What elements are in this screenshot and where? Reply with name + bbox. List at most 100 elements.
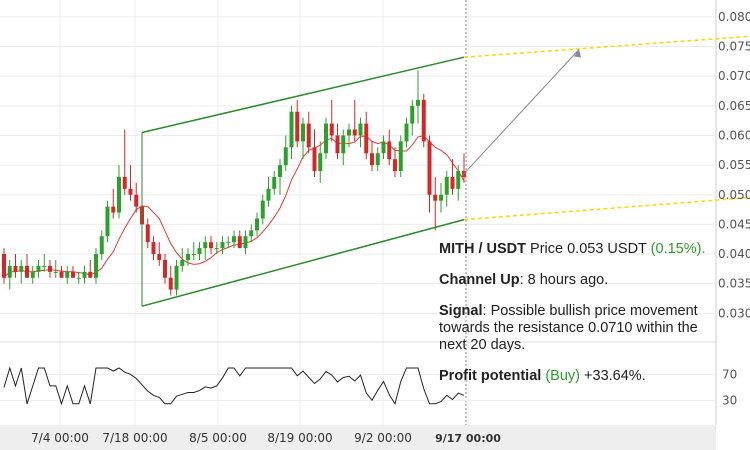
profit-label: Profit potential: [439, 368, 542, 384]
projected-lower-line: [463, 196, 750, 221]
candle-body: [7, 265, 12, 278]
candle-body: [105, 206, 110, 237]
signal-info-panel: MITH / USDT Price 0.053 USDT (0.15%). Ch…: [439, 241, 724, 399]
candle-body: [117, 176, 121, 213]
candle-body: [134, 194, 139, 207]
candle-body: [191, 254, 196, 256]
candle-body: [444, 176, 449, 195]
candle-body: [2, 254, 6, 278]
time-tick-label: 8/5 00:00: [189, 431, 247, 445]
candle-body: [237, 236, 242, 249]
candle-body: [145, 224, 150, 243]
candle-body: [71, 271, 75, 278]
signal-line: Signal: Possible bullish price movement …: [439, 303, 724, 354]
candle-body: [272, 176, 277, 189]
candle-body: [214, 248, 219, 250]
candle-body: [151, 242, 156, 255]
candle-body: [439, 194, 443, 201]
candle-body: [42, 265, 47, 267]
profit-side: (Buy): [545, 368, 580, 384]
signal-text: : Possible bullish price movement toward…: [439, 303, 698, 353]
price-tick-label: 0.055: [718, 158, 750, 172]
candle-body: [347, 129, 351, 136]
price-value: 0.053 USDT: [567, 241, 647, 257]
price-axis: 0.080 0.075 0.070 0.065 0.060 0.055 0.050 0.045…: [718, 10, 750, 320]
candle-body: [393, 159, 397, 172]
candle-body: [295, 111, 300, 142]
candle-body: [48, 265, 52, 272]
pair-label: MITH / USDT: [439, 241, 526, 257]
time-tick-label: 8/19 00:00: [267, 431, 332, 445]
price-tick-label: 0.070: [718, 69, 750, 83]
candle-body: [266, 188, 271, 201]
profit-value: +33.64%.: [584, 368, 646, 384]
time-tick-label: 7/18 00:00: [102, 431, 167, 445]
channel-up-pattern: [141, 35, 750, 307]
pattern-line: Channel Up: 8 hours ago.: [439, 272, 724, 289]
candle-body: [122, 176, 127, 189]
price-line: MITH / USDT Price 0.053 USDT (0.15%).: [439, 241, 724, 258]
price-tick-label: 0.080: [718, 10, 750, 24]
date-bar: [0, 425, 716, 450]
candle-body: [197, 248, 202, 255]
price-tick-label: 0.040: [718, 247, 750, 261]
candle-body: [65, 271, 70, 278]
candle-body: [387, 141, 392, 160]
candle-body: [174, 265, 179, 290]
candle-body: [341, 135, 346, 154]
candle-body: [416, 99, 420, 106]
candle-body: [398, 141, 403, 172]
candle-body: [59, 271, 64, 278]
price-tick-label: 0.065: [718, 99, 750, 113]
candle-body: [94, 254, 98, 278]
candle-body: [111, 206, 116, 213]
price-prefix: Price: [530, 241, 564, 257]
channel-upper-line: [141, 56, 465, 134]
candle-body: [243, 236, 248, 249]
oscillator-panel: 70 30: [0, 341, 737, 408]
candle-body: [456, 171, 461, 189]
candle-body: [364, 123, 369, 154]
candle-body: [324, 123, 328, 154]
price-tick-label: 0.030: [718, 306, 750, 320]
candle-body: [209, 242, 213, 249]
candle-body: [289, 111, 294, 148]
candle-body: [157, 254, 162, 260]
candle-body: [375, 153, 380, 166]
target-arrow-head: [574, 49, 581, 58]
price-tick-label: 0.050: [718, 188, 750, 202]
candle-body: [76, 277, 81, 279]
candle-body: [421, 99, 426, 142]
channel-lower-line: [141, 218, 465, 307]
projected-upper-line: [463, 35, 750, 58]
candle-body: [226, 242, 231, 244]
candle-body: [329, 123, 334, 136]
candle-body: [19, 265, 24, 272]
pattern-time: : 8 hours ago.: [519, 272, 609, 288]
candle-body: [301, 123, 305, 142]
candle-body: [220, 242, 225, 249]
candle-body: [53, 271, 58, 273]
candle-body: [283, 147, 288, 166]
candle-body: [168, 277, 173, 290]
time-axis: 7/4 00:00 7/18 00:00 8/5 00:00 8/19 00:00 9/…: [31, 431, 501, 445]
candle-body: [25, 265, 29, 278]
candle-body: [30, 271, 35, 278]
candle-body: [450, 176, 455, 189]
price-change: (0.15%).: [650, 241, 706, 257]
price-tick-label: 0.035: [718, 277, 750, 291]
candle-body: [335, 135, 340, 154]
candle-body: [249, 230, 254, 237]
candle-body: [99, 236, 104, 255]
candles: [2, 70, 466, 296]
candle-body: [232, 236, 236, 243]
candle-body: [128, 188, 133, 195]
price-tick-label: 0.045: [718, 217, 750, 231]
time-tick-label: 9/2 00:00: [354, 431, 412, 445]
signal-label: Signal: [439, 303, 483, 319]
candle-body: [88, 271, 93, 278]
candle-body: [180, 259, 185, 266]
price-tick-label: 0.075: [718, 40, 750, 54]
candle-body: [255, 218, 259, 231]
